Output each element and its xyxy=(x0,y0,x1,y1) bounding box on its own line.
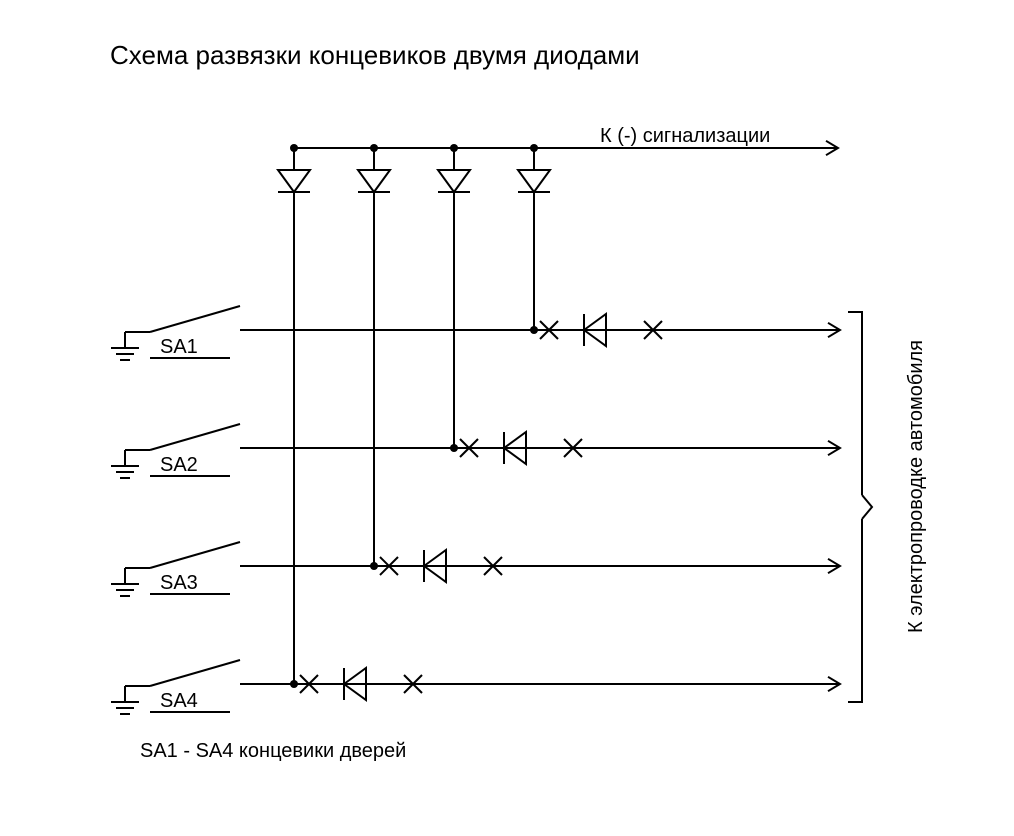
circuit-diagram xyxy=(0,0,1014,836)
